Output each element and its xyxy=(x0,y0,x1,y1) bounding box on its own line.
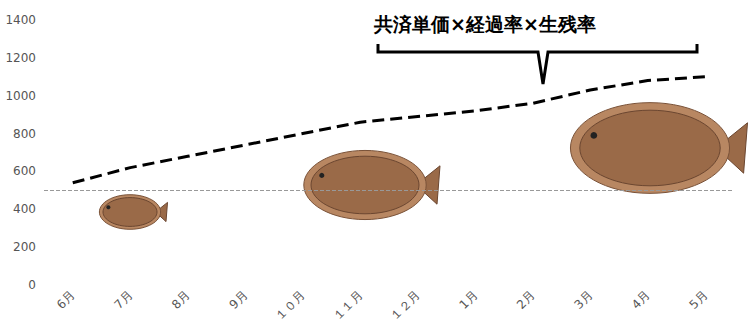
svg-text:1000: 1000 xyxy=(5,89,36,103)
svg-text:2月: 2月 xyxy=(514,288,538,312)
svg-text:１１月: １１月 xyxy=(330,288,365,323)
svg-text:１２月: １２月 xyxy=(387,288,422,323)
svg-text:400: 400 xyxy=(13,202,36,216)
svg-text:600: 600 xyxy=(13,164,36,178)
svg-text:800: 800 xyxy=(13,127,36,141)
svg-text:1月: 1月 xyxy=(456,288,480,312)
svg-text:1400: 1400 xyxy=(5,13,36,27)
svg-text:8月: 8月 xyxy=(169,288,193,312)
svg-text:9月: 9月 xyxy=(226,288,250,312)
svg-text:3月: 3月 xyxy=(571,288,595,312)
svg-text:1200: 1200 xyxy=(5,51,36,65)
svg-text:共済単価×経過率×生残率: 共済単価×経過率×生残率 xyxy=(373,13,596,35)
svg-text:7月: 7月 xyxy=(111,288,135,312)
svg-text:5月: 5月 xyxy=(686,288,710,312)
svg-text:0: 0 xyxy=(28,278,36,292)
svg-text:4月: 4月 xyxy=(629,288,653,312)
svg-text:200: 200 xyxy=(13,240,36,254)
svg-text:6月: 6月 xyxy=(54,288,78,312)
svg-text:１０月: １０月 xyxy=(272,288,307,323)
